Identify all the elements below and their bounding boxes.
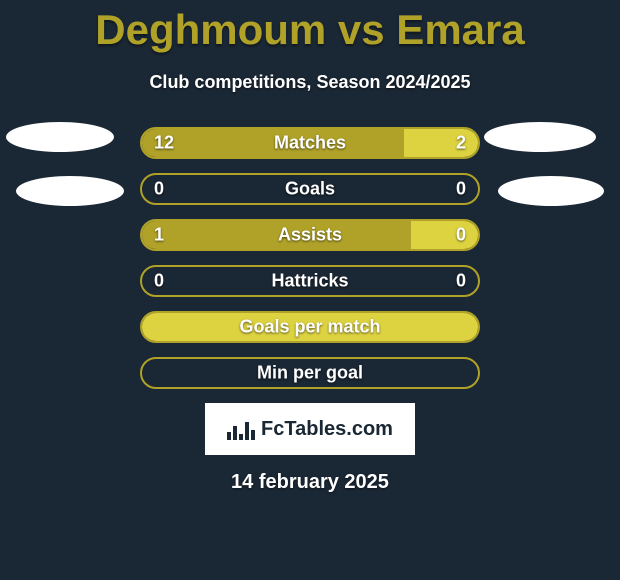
- date-label: 14 february 2025: [0, 471, 620, 494]
- stat-fill-right: [411, 221, 478, 249]
- stat-row: Goals0 0: [140, 173, 480, 205]
- side-ellipse: [484, 122, 596, 152]
- stat-row: Assists10: [140, 219, 480, 251]
- stat-row: Min per goal: [140, 357, 480, 389]
- stat-rows: Matches122Goals00Assists10Hattricks00Goa…: [0, 127, 620, 389]
- stat-value-right: 0: [456, 179, 466, 200]
- stat-label: Min per goal: [142, 363, 478, 384]
- stat-label: Goals: [142, 179, 478, 200]
- bar-chart-icon: [227, 418, 255, 440]
- side-ellipse: [16, 176, 124, 206]
- branding-text: FcTables.com: [261, 418, 393, 441]
- branding-badge: FcTables.com: [205, 403, 415, 455]
- stat-value-left: 0: [154, 179, 164, 200]
- page-subtitle: Club competitions, Season 2024/2025: [0, 72, 620, 93]
- stat-row: Goals per match: [140, 311, 480, 343]
- page-title: Deghmoum vs Emara: [0, 0, 620, 54]
- stat-label: Hattricks: [142, 271, 478, 292]
- stat-row: Matches122: [140, 127, 480, 159]
- stat-fill-left: [142, 129, 404, 157]
- stat-fill-right: [404, 129, 478, 157]
- side-ellipse: [498, 176, 604, 206]
- stat-value-left: 1: [154, 225, 164, 246]
- stat-fill-left: [142, 313, 478, 341]
- stat-fill-left: [142, 221, 411, 249]
- stat-value-right: 2: [456, 133, 466, 154]
- stat-value-left: 12: [154, 133, 174, 154]
- side-ellipse: [6, 122, 114, 152]
- stat-row: Hattricks0 0: [140, 265, 480, 297]
- stat-value-left: 0: [154, 271, 164, 292]
- stat-value-right: 0: [456, 225, 466, 246]
- stat-value-right: 0: [456, 271, 466, 292]
